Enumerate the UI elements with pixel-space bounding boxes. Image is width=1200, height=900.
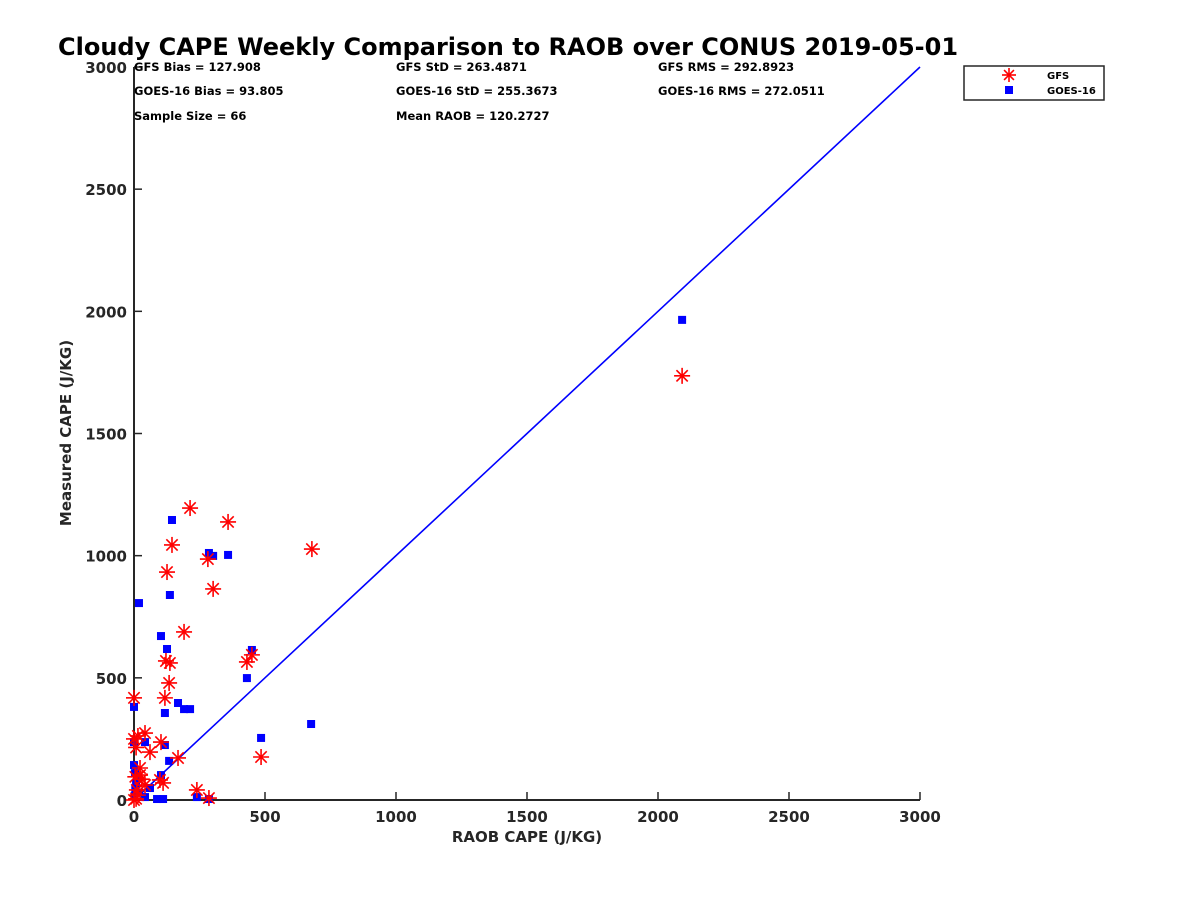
x-tick-label: 1000 xyxy=(375,808,417,826)
goes16-point xyxy=(141,738,150,747)
goes16-point xyxy=(257,733,266,742)
goes16-point xyxy=(180,705,189,714)
gfs-point xyxy=(182,500,199,517)
goes16-point xyxy=(204,548,213,557)
goes16-point xyxy=(167,515,176,524)
gfs-point xyxy=(155,774,172,791)
goes16-point xyxy=(159,795,168,804)
x-axis-label: RAOB CAPE (J/KG) xyxy=(452,828,602,846)
legend-box xyxy=(963,65,1105,101)
stat-annotation: GFS Bias = 127.908 xyxy=(134,60,261,74)
x-tick-label: 2000 xyxy=(637,808,679,826)
gfs-point xyxy=(163,536,180,553)
gfs-point xyxy=(188,781,205,798)
legend-gfs-asterisk xyxy=(1002,68,1016,82)
goes16-point xyxy=(130,702,138,711)
gfs-point xyxy=(126,689,142,706)
gfs-point xyxy=(200,790,217,807)
x-tick-label: 3000 xyxy=(899,808,941,826)
stat-annotation: GFS StD = 263.4871 xyxy=(396,60,527,74)
gfs-point xyxy=(161,654,178,671)
gfs-point xyxy=(128,790,145,807)
gfs-point xyxy=(253,748,270,765)
reference-line-1to1 xyxy=(133,66,921,801)
x-tick-label: 1500 xyxy=(506,808,548,826)
gfs-point xyxy=(205,580,222,597)
gfs-point xyxy=(303,541,320,558)
goes16-point xyxy=(134,599,143,608)
y-tick-label: 0 xyxy=(117,792,127,810)
legend-gfs-asterisk-icon xyxy=(1002,68,1016,82)
y-axis-label: Measured CAPE (J/KG) xyxy=(57,340,75,526)
y-tick-label: 2000 xyxy=(85,303,127,321)
reference-line-group xyxy=(133,66,921,801)
y-tick-label: 1000 xyxy=(85,548,127,566)
data-points xyxy=(126,315,691,808)
goes16-point xyxy=(165,591,174,600)
goes16-point xyxy=(141,793,150,802)
goes16-point xyxy=(242,674,251,683)
gfs-point xyxy=(133,771,150,788)
gfs-point xyxy=(674,367,691,384)
gfs-point xyxy=(161,674,178,691)
goes16-point xyxy=(224,550,233,559)
legend-goes16-label: GOES-16 xyxy=(1047,86,1096,97)
y-tick-label: 500 xyxy=(96,670,127,688)
y-tick-label: 1500 xyxy=(85,426,127,444)
gfs-point xyxy=(127,768,144,785)
gfs-point xyxy=(129,727,146,744)
gfs-point xyxy=(152,734,169,751)
goes16-point xyxy=(160,709,169,718)
gfs-point xyxy=(128,739,145,756)
goes16-point xyxy=(163,645,172,654)
gfs-point xyxy=(170,749,187,766)
goes16-point xyxy=(307,720,316,729)
gfs-point xyxy=(159,564,176,581)
goes16-point xyxy=(130,761,138,770)
axes: 0 500 1000 1500 2000 2500 3000 0 500 1000 1500 2000… xyxy=(85,59,941,826)
statistics-annotations: GFS Bias = 127.908 GFS StD = 263.4871 GFS … xyxy=(134,60,825,123)
x-tick-label: 0 xyxy=(129,808,139,826)
gfs-point xyxy=(137,725,154,742)
goes16-point xyxy=(156,632,165,641)
legend: GFS GOES-16 xyxy=(963,65,1105,101)
chart-title: Cloudy CAPE Weekly Comparison to RAOB ov… xyxy=(58,33,958,61)
goes16-point xyxy=(153,795,162,804)
x-tick-label: 2500 xyxy=(768,808,810,826)
stat-annotation: GFS RMS = 292.8923 xyxy=(658,60,794,74)
gfs-point xyxy=(176,623,193,640)
goes16-point xyxy=(186,705,195,714)
goes16-point xyxy=(156,771,165,780)
goes16-point xyxy=(209,551,218,560)
stat-annotation: GOES-16 Bias = 93.805 xyxy=(134,84,283,98)
goes16-point xyxy=(678,315,687,324)
y-tick-label: 2500 xyxy=(85,181,127,199)
x-tick-label: 500 xyxy=(249,808,280,826)
gfs-point xyxy=(141,744,158,761)
gfs-point xyxy=(156,689,173,706)
stat-annotation: Sample Size = 66 xyxy=(134,109,246,123)
goes16-point xyxy=(174,698,183,707)
goes16-point xyxy=(145,784,154,793)
stat-annotation: GOES-16 RMS = 272.0511 xyxy=(658,84,825,98)
gfs-point xyxy=(199,551,216,568)
gfs-point xyxy=(220,513,237,530)
legend-goes16-square-icon xyxy=(1005,86,1013,94)
stat-annotation: GOES-16 StD = 255.3673 xyxy=(396,84,557,98)
legend-gfs-label: GFS xyxy=(1047,71,1069,82)
y-tick-label: 3000 xyxy=(85,59,127,77)
goes16-point xyxy=(165,756,174,765)
gfs-point xyxy=(243,646,260,663)
stat-annotation: Mean RAOB = 120.2727 xyxy=(396,109,550,123)
